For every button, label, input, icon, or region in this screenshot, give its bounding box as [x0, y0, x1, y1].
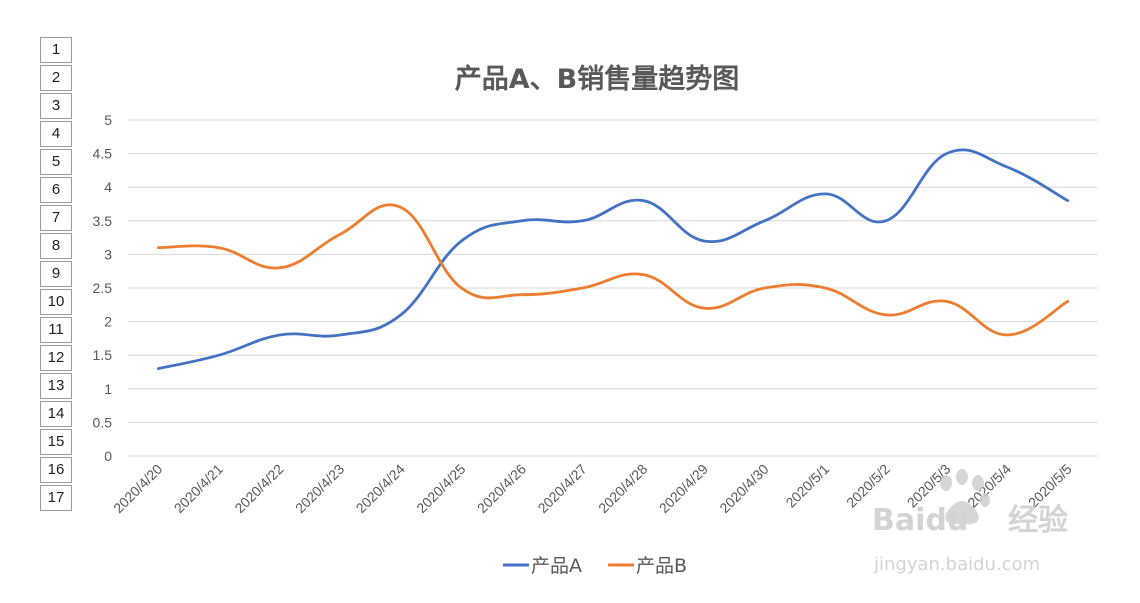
series-lines: [156, 148, 1070, 370]
x-tick-label: 2020/4/30: [716, 461, 772, 517]
row-header[interactable]: 14: [40, 401, 72, 427]
series-line-0: [156, 148, 1070, 370]
y-tick-label: 3.5: [93, 213, 113, 229]
y-tick-label: 4.5: [93, 146, 113, 162]
x-tick-label: 2020/4/20: [110, 461, 166, 517]
x-tick-label: 2020/4/26: [474, 461, 530, 517]
legend: 产品A 产品B: [503, 555, 687, 577]
x-tick-label: 2020/5/1: [782, 461, 832, 511]
row-header-column: 1 2 3 4 5 6 7 8 9 10 11 12 13 14 15 16 17: [40, 37, 74, 513]
x-tick-label: 2020/4/23: [292, 461, 348, 517]
row-header[interactable]: 13: [40, 373, 72, 399]
y-axis-ticks: 0 0.5 1 1.5 2 2.5 3 3.5 4 4.5 5: [93, 112, 113, 464]
x-tick-label: 2020/4/28: [595, 461, 651, 517]
legend-label: 产品B: [636, 555, 687, 577]
row-header[interactable]: 12: [40, 345, 72, 371]
y-tick-label: 1: [104, 381, 112, 397]
y-tick-label: 3: [104, 246, 112, 262]
x-tick-label: 2020/4/24: [353, 461, 409, 517]
y-tick-label: 1.5: [93, 347, 113, 363]
watermark-brand: Baidu: [872, 503, 968, 538]
row-header[interactable]: 16: [40, 457, 72, 483]
row-header[interactable]: 1: [40, 37, 72, 63]
row-header[interactable]: 5: [40, 149, 72, 175]
baidu-jingyan-watermark: Baidu 经验 jingyan.baidu.com: [872, 469, 1068, 575]
series-line-1: [156, 203, 1070, 337]
y-tick-label: 4: [104, 179, 112, 195]
row-header[interactable]: 2: [40, 65, 72, 91]
row-header[interactable]: 4: [40, 121, 72, 147]
chart-title: 产品A、B销售量趋势图: [455, 63, 739, 95]
paw-logo-icon: [940, 469, 990, 525]
row-header[interactable]: 6: [40, 177, 72, 203]
gridlines: [128, 119, 1098, 457]
y-tick-label: 0: [104, 448, 112, 464]
y-tick-label: 0.5: [93, 414, 113, 430]
watermark-product: 经验: [1008, 503, 1068, 538]
watermark-url: jingyan.baidu.com: [873, 554, 1040, 575]
x-tick-label: 2020/4/21: [171, 461, 227, 517]
row-header[interactable]: 15: [40, 429, 72, 455]
row-header[interactable]: 17: [40, 485, 72, 511]
x-tick-label: 2020/4/27: [534, 461, 590, 517]
row-header[interactable]: 8: [40, 233, 72, 259]
x-tick-label: 2020/4/25: [413, 461, 469, 517]
y-tick-label: 5: [104, 112, 112, 128]
legend-label: 产品A: [531, 555, 582, 577]
row-header[interactable]: 10: [40, 289, 72, 315]
row-header[interactable]: 3: [40, 93, 72, 119]
row-header[interactable]: 9: [40, 261, 72, 287]
x-tick-label: 2020/4/29: [656, 461, 712, 517]
y-tick-label: 2: [104, 314, 112, 330]
row-header[interactable]: 7: [40, 205, 72, 231]
x-tick-label: 2020/4/22: [231, 461, 287, 517]
row-header[interactable]: 11: [40, 317, 72, 343]
y-tick-label: 2.5: [93, 280, 113, 296]
